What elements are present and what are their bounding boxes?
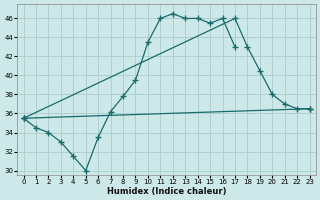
X-axis label: Humidex (Indice chaleur): Humidex (Indice chaleur) xyxy=(107,187,226,196)
